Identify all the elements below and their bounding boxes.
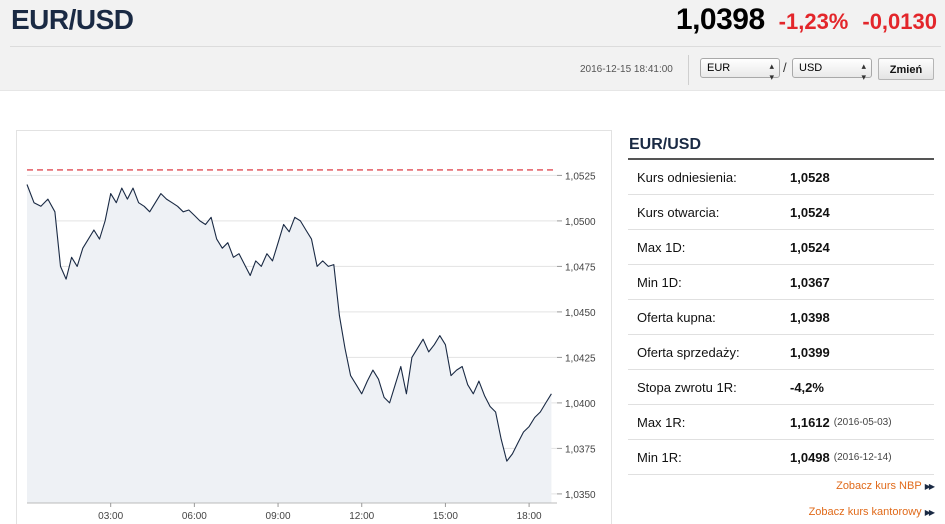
kantor-rate-link-label: Zobacz kurs kantorowy [808,506,922,518]
quote-row-label: Oferta sprzedaży: [637,344,740,360]
quote-details-panel: EUR/USD Kurs odniesienia: 1,0528 Kurs otwa… [628,131,934,475]
x-tick-label: 09:00 [266,511,291,522]
x-tick-label: 15:00 [433,511,458,522]
quote-row: Oferta kupna: 1,0398 [628,300,934,335]
currency-slash: / [783,60,787,75]
quote-row-value: 1,1612 [790,414,830,430]
current-price: 1,0398 [675,3,765,36]
from-currency-value: EUR [707,62,731,74]
price-block: 1,0398 -1,23% -0,0130 [676,3,937,37]
intraday-chart: 1,0525 1,0500 1,0475 1,0450 1,0425 1,0400 1,03… [16,130,612,524]
nbp-rate-link-label: Zobacz kurs NBP [836,480,922,492]
quote-row-label: Min 1R: [637,449,682,465]
pair-title: EUR/USD [11,4,134,35]
y-tick-label: 1,0350 [565,490,596,501]
x-tick-label: 18:00 [517,511,542,522]
quote-row-value: -4,2% [790,379,824,395]
y-tick-label: 1,0375 [565,444,596,455]
x-tick-label: 06:00 [182,511,207,522]
quote-row-date: (2016-12-14) [833,451,892,463]
kantor-rate-link[interactable]: Zobacz kurs kantorowy ▶▶ [808,506,936,518]
y-tick-label: 1,0425 [565,353,596,364]
nbp-rate-link[interactable]: Zobacz kurs NBP ▶▶ [836,480,935,492]
to-currency-select[interactable]: USD ▴ ▾ [792,58,872,82]
change-pair-button[interactable]: Zmień [878,58,934,80]
quote-row-value: 1,0524 [790,204,830,220]
quote-row-value: 1,0524 [790,239,830,255]
quote-row: Max 1R: 1,1612 (2016-05-03) [628,405,934,440]
header-divider [10,46,941,47]
updown-arrows-icon: ▴ ▾ [861,61,866,82]
change-percent: -1,23% [778,9,849,34]
from-currency-select[interactable]: EUR ▴ ▾ [700,58,780,82]
price-line [26,184,552,462]
double-arrow-icon: ▶▶ [924,508,935,517]
quote-row-label: Max 1R: [637,414,686,430]
y-tick-label: 1,0400 [565,399,596,410]
quote-row-label: Stopa zwrotu 1R: [637,379,737,395]
panel-title: EUR/USD [628,131,934,160]
quote-row: Max 1D: 1,0524 [628,230,934,265]
quote-row-value: 1,0528 [790,169,830,185]
quote-row: Oferta sprzedaży: 1,0399 [628,335,934,370]
y-tick-label: 1,0475 [565,262,596,273]
quote-row-value: 1,0498 [790,449,830,465]
quote-row-date: (2016-05-03) [833,416,892,428]
quote-row-label: Kurs otwarcia: [637,204,720,220]
quote-row-value: 1,0367 [790,274,830,290]
quote-row-label: Max 1D: [637,239,686,255]
x-tick-label: 12:00 [349,511,374,522]
double-arrow-icon: ▶▶ [924,482,935,491]
quote-row-label: Oferta kupna: [637,309,716,325]
to-currency-value: USD [799,62,823,74]
x-tick-label: 03:00 [98,511,123,522]
quote-row: Kurs odniesienia: 1,0528 [628,160,934,195]
y-tick-label: 1,0450 [565,308,596,319]
change-absolute: -0,0130 [862,9,937,34]
chart-canvas: 1,0525 1,0500 1,0475 1,0450 1,0425 1,0400 1,03… [26,169,596,522]
spacer-band [0,90,945,113]
price-area [27,184,552,503]
quote-timestamp: 2016-12-15 18:41:00 [580,64,673,75]
toolbar-separator [688,55,689,85]
quote-row-value: 1,0398 [790,309,830,325]
quote-row: Min 1D: 1,0367 [628,265,934,300]
y-tick-label: 1,0500 [565,217,596,228]
quote-row-value: 1,0399 [790,344,830,360]
quote-row-label: Kurs odniesienia: [637,169,737,185]
quote-row: Min 1R: 1,0498 (2016-12-14) [628,440,934,475]
header-bar: EUR/USD 1,0398 -1,23% -0,0130 2016-12-15… [0,0,945,90]
quote-row: Stopa zwrotu 1R: -4,2% [628,370,934,405]
updown-arrows-icon: ▴ ▾ [769,61,774,82]
quote-row: Kurs otwarcia: 1,0524 [628,195,934,230]
y-tick-label: 1,0525 [565,171,596,182]
quote-row-label: Min 1D: [637,274,682,290]
